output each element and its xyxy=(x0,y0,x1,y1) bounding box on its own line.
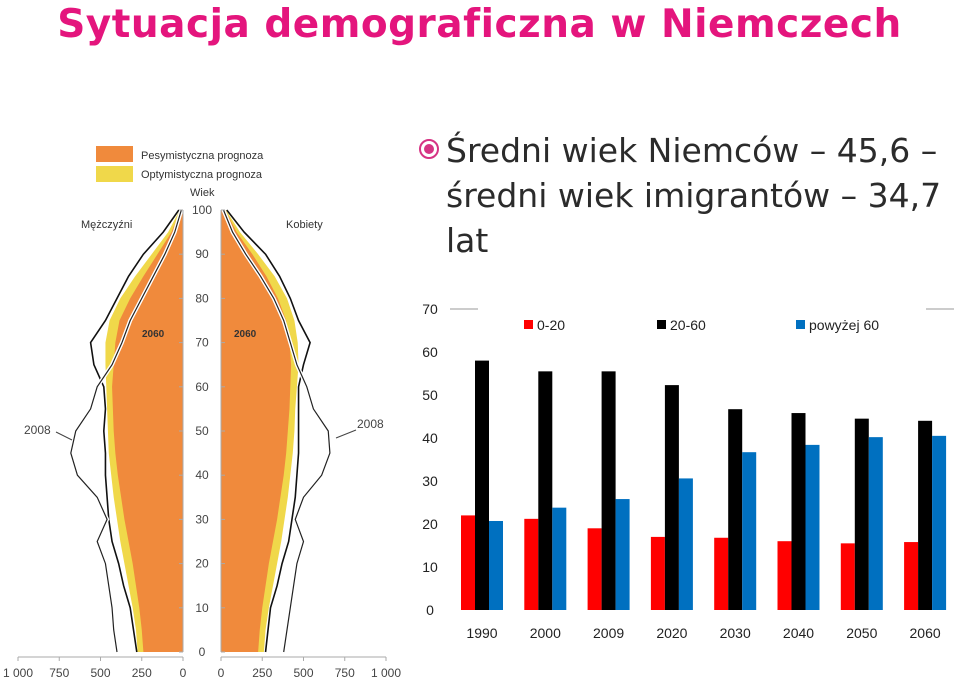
area-pessimistic-female xyxy=(221,210,292,652)
x-tick-label-left: 750 xyxy=(49,666,69,680)
age-tick-label: 60 xyxy=(195,380,209,394)
x-tick-label-left: 1 000 xyxy=(3,666,33,680)
age-tick-label: 90 xyxy=(195,247,209,261)
bar-0-20 xyxy=(650,536,665,610)
x-tick-label-right: 500 xyxy=(293,666,313,680)
age-tick-label: 40 xyxy=(195,468,209,482)
bar-0-20 xyxy=(524,518,539,610)
bar-powyżej-60 xyxy=(868,437,883,610)
pointer-2008-left xyxy=(55,431,73,441)
bar-powyżej-60 xyxy=(805,444,820,610)
bar-legend-swatch xyxy=(657,320,666,329)
bar-0-20 xyxy=(587,528,602,610)
bar-0-20 xyxy=(904,542,919,610)
age-tick-label: 20 xyxy=(195,557,209,571)
line-2008-female-halo xyxy=(221,209,332,653)
bar-20-60 xyxy=(918,420,933,610)
bar-y-tick-label: 10 xyxy=(422,559,438,575)
bar-legend-swatch xyxy=(796,320,805,329)
age-tick-label: 0 xyxy=(199,645,206,659)
label-2060-right: 2060 xyxy=(234,329,257,340)
bar-powyżej-60 xyxy=(552,507,567,610)
legend-swatch-pessimistic xyxy=(96,146,133,162)
male-label: Mężczyźni xyxy=(81,219,132,231)
x-tick-label-right: 1 000 xyxy=(371,666,401,680)
age-tick-label: 80 xyxy=(195,291,209,305)
bullet-icon xyxy=(419,139,439,159)
bar-x-tick-label: 2060 xyxy=(910,625,941,641)
bar-powyżej-60 xyxy=(615,499,630,610)
bar-20-60 xyxy=(791,413,806,610)
bar-y-tick-label: 30 xyxy=(422,473,438,489)
bar-y-tick-label: 40 xyxy=(422,430,438,446)
x-tick-label-left: 250 xyxy=(132,666,152,680)
pyramid-legend: Pesymistyczna prognoza Optymistyczna pro… xyxy=(96,146,264,182)
bar-x-tick-label: 1990 xyxy=(466,625,497,641)
area-optimistic-female xyxy=(221,210,299,652)
bar-x-tick-label: 2000 xyxy=(530,625,561,641)
bar-legend-label: 20-60 xyxy=(670,317,706,333)
bar-legend-label: 0-20 xyxy=(537,317,565,333)
bar-20-60 xyxy=(538,371,553,610)
bar-0-20 xyxy=(840,543,855,610)
x-tick-label-left: 500 xyxy=(90,666,110,680)
bar-legend-label: powyżej 60 xyxy=(809,317,879,333)
legend-swatch-optimistic xyxy=(96,166,133,182)
age-tick-label: 10 xyxy=(195,601,209,615)
bar-20-60 xyxy=(664,385,679,610)
bar-powyżej-60 xyxy=(489,520,503,610)
area-optimistic-male xyxy=(105,210,183,652)
bar-powyżej-60 xyxy=(932,435,947,610)
x-tick-label-right: 0 xyxy=(218,666,225,680)
bar-y-tick-label: 60 xyxy=(422,344,438,360)
bar-y-tick-label: 0 xyxy=(426,602,434,618)
bar-x-tick-label: 2050 xyxy=(846,625,877,641)
pointer-2008-right xyxy=(335,429,357,439)
x-tick-label-right: 250 xyxy=(252,666,272,680)
bar-legend-swatch xyxy=(524,320,533,329)
x-tick-label-right: 750 xyxy=(335,666,355,680)
area-pessimistic-male xyxy=(112,210,183,652)
label-2060-left: 2060 xyxy=(142,329,165,340)
line-2008-male xyxy=(70,209,182,653)
legend-label-pessimistic: Pesymistyczna prognoza xyxy=(141,150,264,162)
bar-0-20 xyxy=(714,537,729,610)
page-title: Sytuacja demograficzna w Niemczech xyxy=(57,2,902,47)
line-2060-female xyxy=(226,209,311,653)
age-tick-label: 30 xyxy=(195,512,209,526)
bar-20-60 xyxy=(728,409,743,610)
bar-powyżej-60 xyxy=(742,452,757,610)
female-label: Kobiety xyxy=(286,219,323,231)
line-2060-male xyxy=(89,209,180,653)
bullet-text: Średni wiek Niemców – 45,6 – średni wiek… xyxy=(446,131,942,260)
bar-0-20 xyxy=(461,515,475,610)
bar-20-60 xyxy=(601,371,616,610)
age-tick-label: 50 xyxy=(195,424,209,438)
bar-20-60 xyxy=(475,360,489,610)
bar-y-tick-label: 20 xyxy=(422,516,438,532)
age-axis-label: Wiek xyxy=(190,187,215,199)
bar-x-tick-label: 2030 xyxy=(720,625,751,641)
line-2008-female xyxy=(222,209,331,653)
label-2008-right: 2008 xyxy=(357,417,384,431)
age-tick-label: 100 xyxy=(192,203,212,217)
line-2008-male-halo xyxy=(68,209,184,653)
label-2008-left: 2008 xyxy=(24,423,51,437)
bar-y-tick-label: 50 xyxy=(422,387,438,403)
bar-powyżej-60 xyxy=(678,478,693,610)
bar-y-tick-label: 70 xyxy=(422,301,438,317)
age-tick-label: 70 xyxy=(195,336,209,350)
bar-x-tick-label: 2009 xyxy=(593,625,624,641)
legend-label-optimistic: Optymistyczna prognoza xyxy=(141,169,263,181)
bar-0-20 xyxy=(777,541,792,610)
bar-20-60 xyxy=(854,418,869,610)
bar-x-tick-label: 2020 xyxy=(656,625,687,641)
bar-x-tick-label: 2040 xyxy=(783,625,814,641)
bar-chart-legend: 0-20 20-60 powyżej 60 xyxy=(524,317,879,333)
x-tick-label-left: 0 xyxy=(180,666,187,680)
